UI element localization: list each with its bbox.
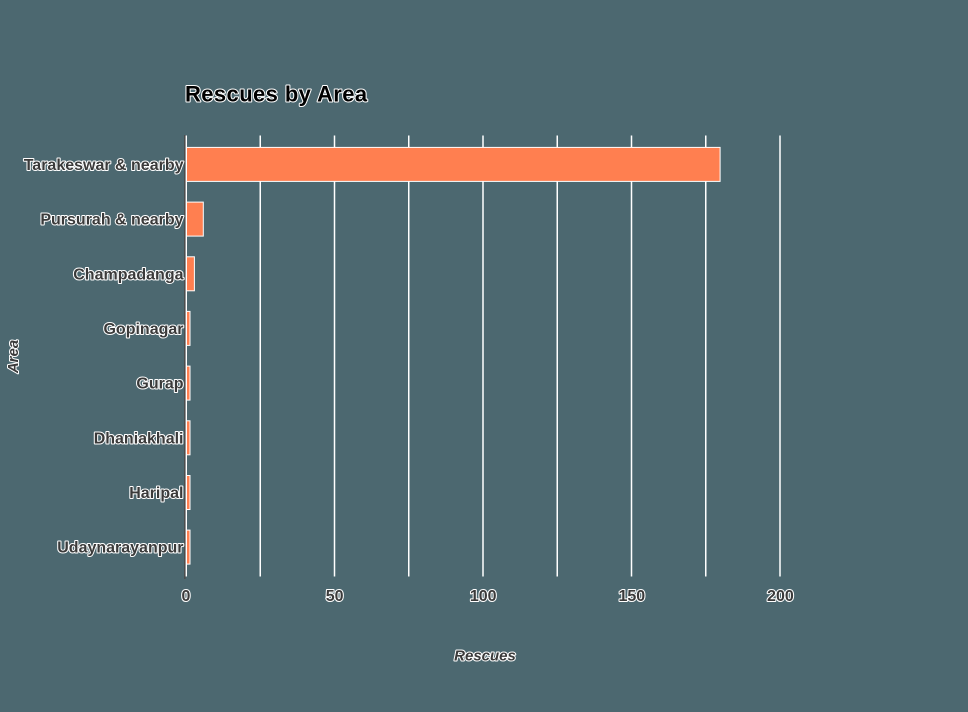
svg-text:0: 0 <box>182 588 191 605</box>
svg-text:100: 100 <box>470 588 497 605</box>
svg-text:150: 150 <box>618 588 645 605</box>
svg-text:Gurap: Gurap <box>136 376 183 393</box>
svg-text:Rescues by Area: Rescues by Area <box>185 81 368 106</box>
svg-text:Gopinagar: Gopinagar <box>103 321 183 338</box>
svg-text:Pursurah & nearby: Pursurah & nearby <box>40 212 183 229</box>
svg-text:Haripal: Haripal <box>129 485 183 502</box>
svg-text:Area: Area <box>5 340 22 374</box>
svg-text:Tarakeswar & nearby: Tarakeswar & nearby <box>24 157 184 174</box>
svg-text:Rescues: Rescues <box>454 648 516 665</box>
svg-text:Dhaniakhali: Dhaniakhali <box>94 430 184 447</box>
svg-text:50: 50 <box>326 588 344 605</box>
svg-text:Udaynarayanpur: Udaynarayanpur <box>57 540 183 557</box>
svg-text:200: 200 <box>767 588 794 605</box>
svg-text:Champadanga: Champadanga <box>73 266 183 283</box>
